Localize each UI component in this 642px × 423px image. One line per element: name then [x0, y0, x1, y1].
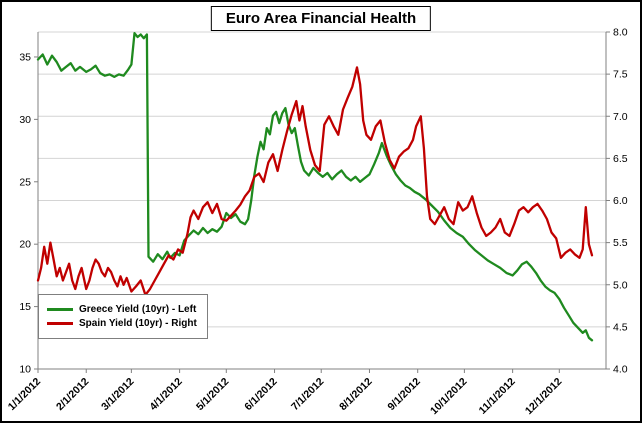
legend-item-greece: Greece Yield (10yr) - Left — [47, 304, 197, 315]
x-axis-tick-label: 6/1/2012 — [242, 376, 279, 413]
x-axis-tick-label: 4/1/2012 — [147, 376, 184, 413]
x-axis-tick-label: 1/1/2012 — [6, 376, 43, 413]
legend-label-greece: Greece Yield (10yr) - Left — [79, 304, 197, 315]
x-axis-tick-label: 2/1/2012 — [54, 376, 91, 413]
right-axis-tick-label: 5.5 — [613, 237, 628, 249]
x-axis-tick-label: 10/1/2012 — [428, 376, 470, 418]
spain-yield-line — [36, 66, 594, 297]
x-axis-tick-label: 12/1/2012 — [523, 376, 565, 418]
x-axis-tick-label: 11/1/2012 — [477, 376, 518, 417]
chart-title: Euro Area Financial Health — [210, 6, 432, 31]
left-axis-tick-label: 35 — [19, 51, 31, 63]
right-axis-tick-label: 4.0 — [613, 364, 628, 376]
x-axis-tick-label: 3/1/2012 — [99, 376, 136, 413]
left-axis-tick-label: 10 — [19, 364, 31, 376]
right-axis-tick-label: 4.5 — [613, 321, 628, 333]
legend-label-spain: Spain Yield (10yr) - Right — [79, 318, 197, 329]
legend-item-spain: Spain Yield (10yr) - Right — [47, 318, 197, 329]
left-axis-tick-label: 15 — [19, 301, 31, 313]
right-axis-tick-label: 8.0 — [613, 27, 628, 39]
left-axis-tick-label: 25 — [19, 176, 31, 188]
right-axis-tick-label: 5.0 — [613, 279, 628, 291]
legend: Greece Yield (10yr) - Left Spain Yield (… — [38, 294, 208, 339]
x-axis-tick-label: 8/1/2012 — [337, 376, 374, 413]
right-axis-tick-label: 7.5 — [613, 69, 628, 81]
x-axis-tick-label: 7/1/2012 — [289, 376, 326, 413]
spain-line-swatch — [47, 322, 73, 325]
x-axis-tick-label: 5/1/2012 — [194, 376, 231, 413]
right-axis-tick-label: 7.0 — [613, 111, 628, 123]
greece-line-swatch — [47, 308, 73, 311]
left-axis-tick-label: 20 — [19, 239, 31, 251]
right-axis-tick-label: 6.0 — [613, 195, 628, 207]
right-axis-tick-label: 6.5 — [613, 153, 628, 165]
greece-yield-line — [36, 32, 594, 342]
x-axis-tick-label: 9/1/2012 — [385, 376, 422, 413]
left-axis-tick-label: 30 — [19, 114, 31, 126]
